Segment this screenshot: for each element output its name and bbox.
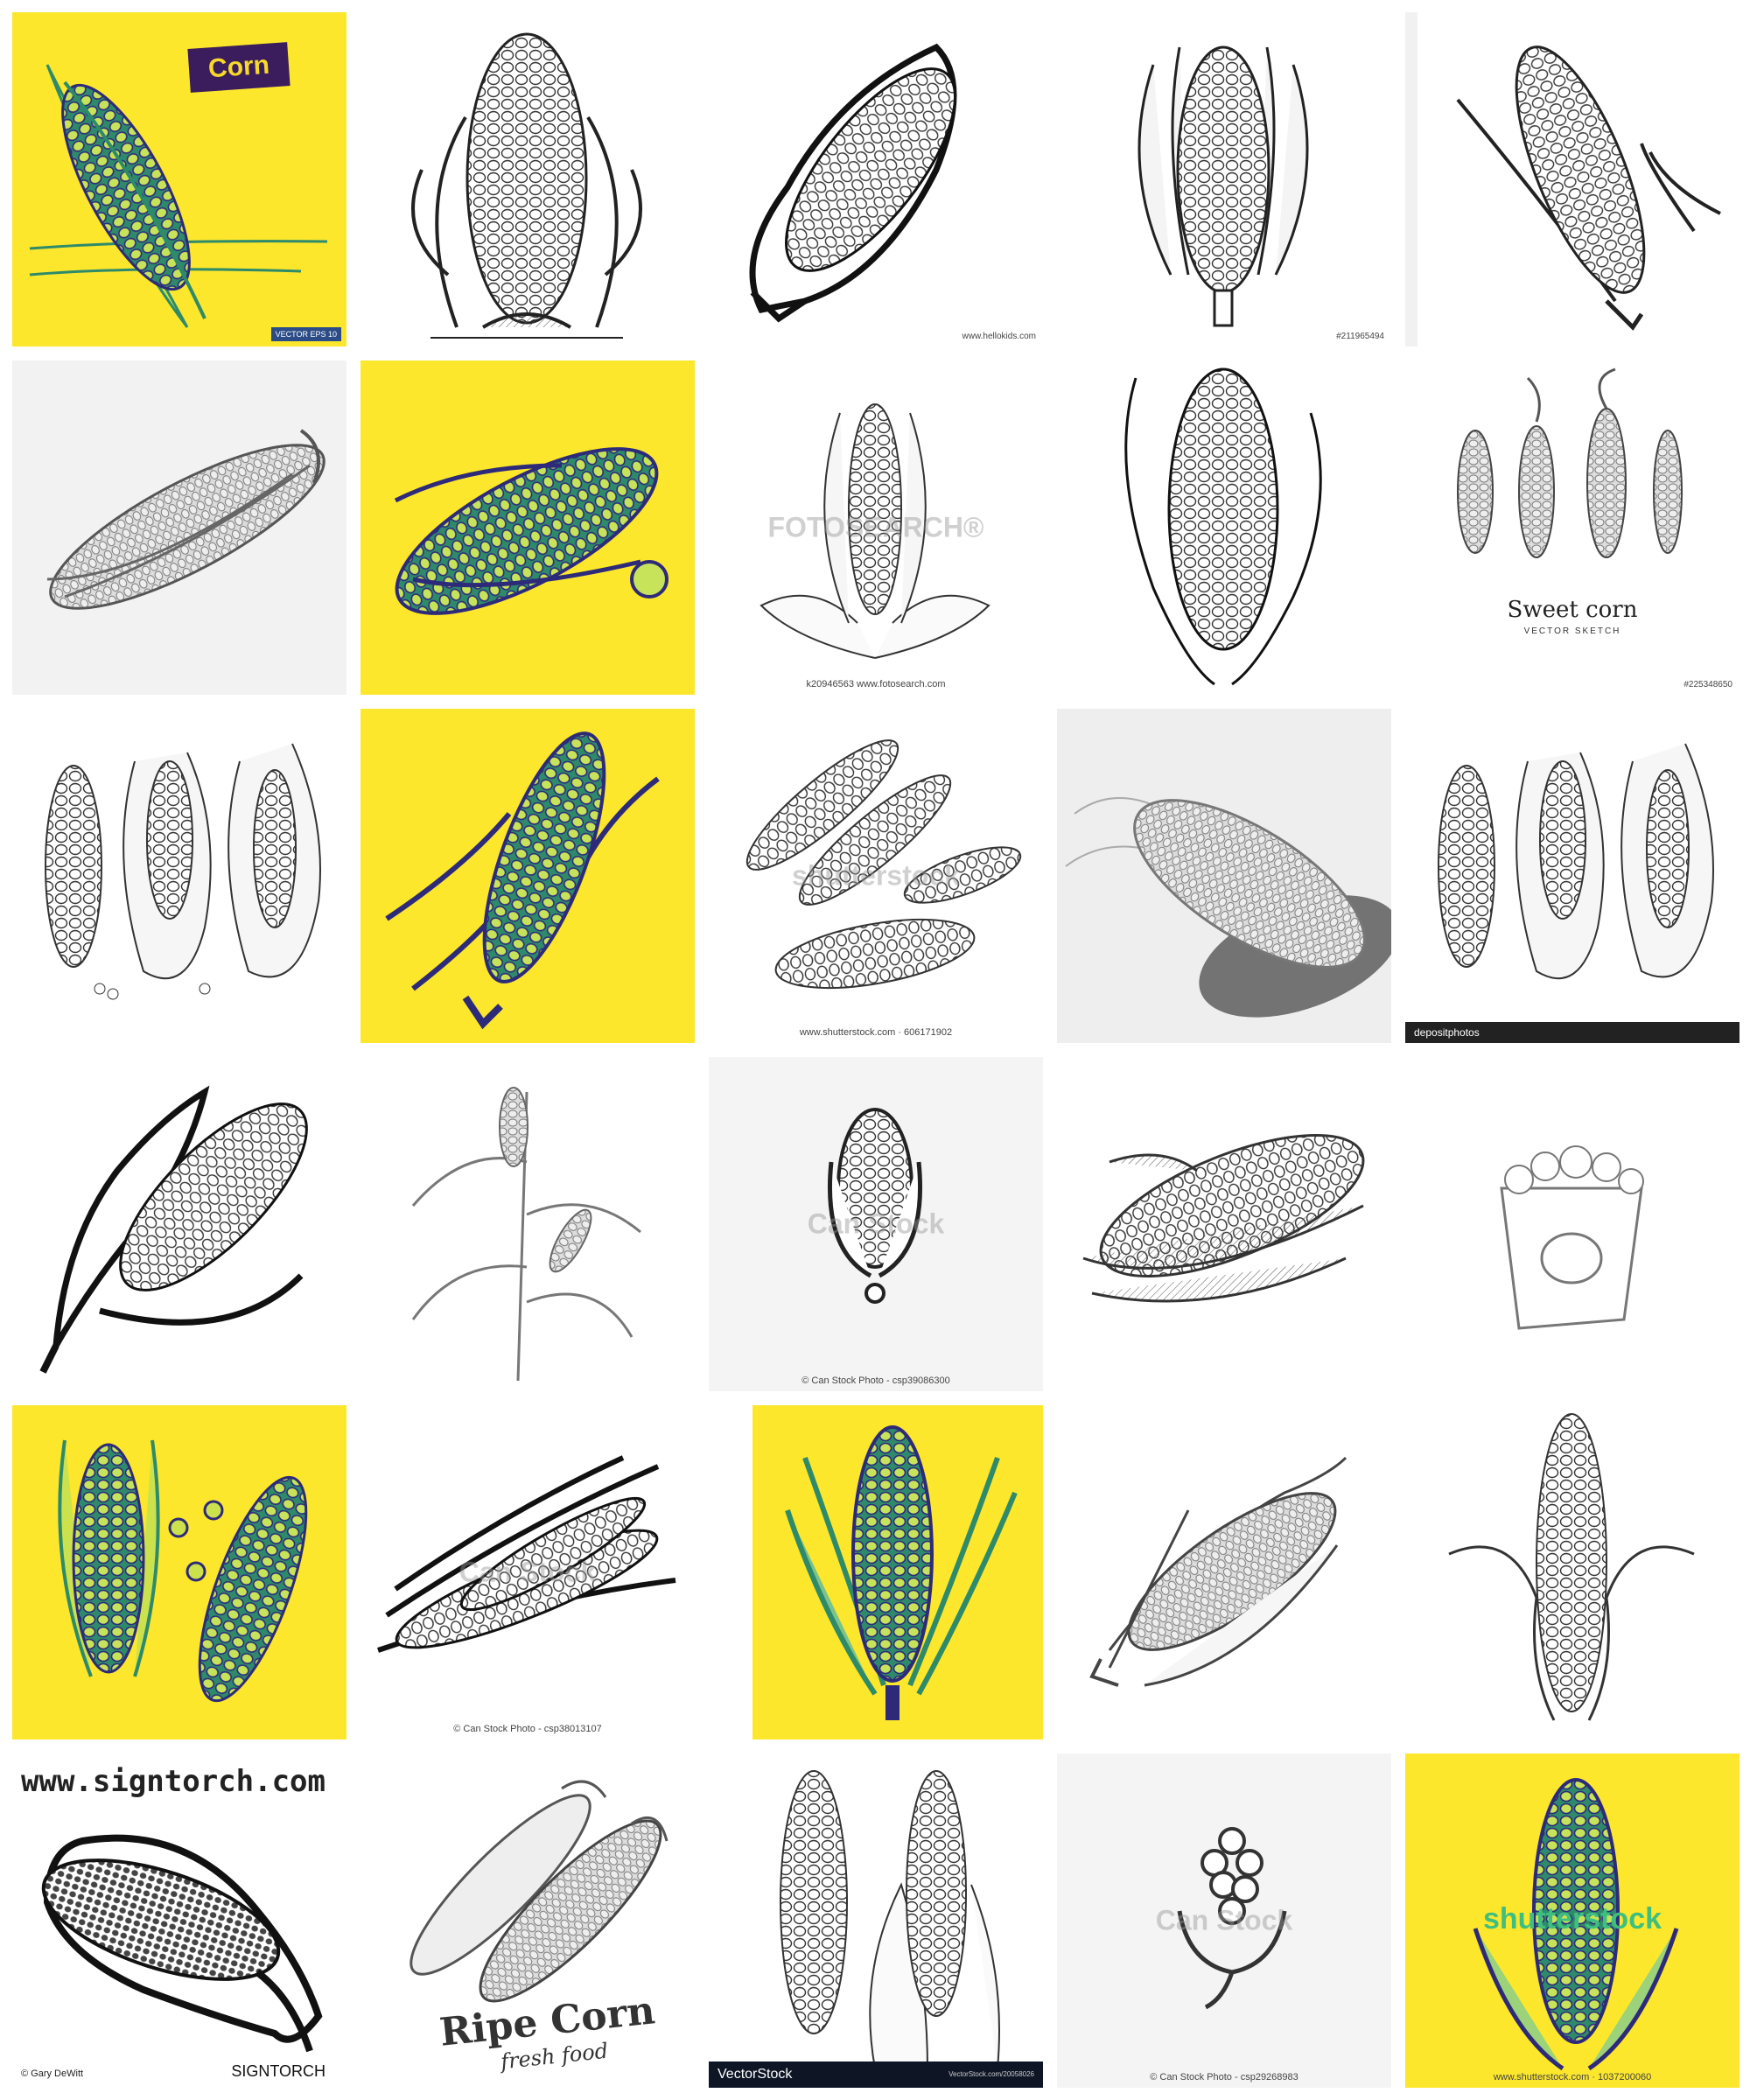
stock-id-caption: #211965494 [1336, 332, 1384, 341]
tile-1: Corn VECTOR EPS 10 [12, 12, 346, 346]
artist-credit: © Gary DeWitt [21, 2068, 84, 2079]
tile-11 [12, 709, 346, 1043]
tile-8: FOTOSEARCH® k20946563 www.fotosearch.com [709, 360, 1043, 695]
watermark-text: shutterstock [1482, 1902, 1662, 1936]
sweet-corn-title: Sweet corn [1507, 597, 1638, 623]
tile-6 [12, 360, 346, 695]
tile-4: #211965494 [1057, 12, 1391, 346]
depositphotos-bar: depositphotos [1405, 1022, 1740, 1043]
watermark-text: Can Stock [1155, 1904, 1293, 1936]
side-strip [1405, 12, 1418, 346]
stock-id-caption: #225348650 [1684, 680, 1732, 690]
signtorch-brand: SIGNTORCH [231, 2062, 326, 2080]
watermark-text: Can Stock [458, 1556, 597, 1588]
tile-13: shutterstock www.shutterstock.com · 6061… [709, 709, 1043, 1043]
tile-26: www.signtorch.com © Gary DeWitt SIGNTORC… [12, 1754, 346, 2088]
corn-label-badge: Corn [187, 42, 290, 93]
tile-5 [1405, 12, 1740, 346]
source-caption: www.shutterstock.com · 1037200060 [1493, 2072, 1652, 2082]
source-caption: © Can Stock Photo - csp38013107 [453, 1724, 602, 1734]
signtorch-url: www.signtorch.com [21, 1764, 326, 1799]
tile-30: shutterstock www.shutterstock.com · 1037… [1405, 1754, 1740, 2088]
tile-25 [1405, 1405, 1740, 1740]
tile-3: www.hellokids.com [709, 12, 1043, 346]
watermark-text: FOTOSEARCH® [767, 511, 984, 543]
tile-12 [360, 709, 695, 1043]
watermark-text: shutterstock [791, 859, 961, 892]
vectorstock-brand: VectorStock [718, 2067, 793, 2082]
tile-21 [12, 1405, 346, 1740]
vector-badge: VECTOR EPS 10 [270, 327, 341, 341]
tile-10: Sweet corn VECTOR SKETCH #225348650 [1405, 360, 1740, 695]
tile-20 [1405, 1057, 1740, 1391]
tile-19 [1057, 1057, 1391, 1391]
vectorstock-bar: VectorStock VectorStock.com/20058026 [709, 2062, 1043, 2088]
source-caption: k20946563 www.fotosearch.com [806, 679, 946, 690]
tile-22: Can Stock © Can Stock Photo - csp3801310… [360, 1405, 695, 1740]
tile-23 [752, 1405, 1043, 1740]
tile-27: Ripe Corn fresh food [360, 1754, 695, 2088]
sweet-corn-subtitle: VECTOR SKETCH [1523, 626, 1621, 636]
tile-7 [360, 360, 695, 695]
source-caption: © Can Stock Photo - csp39086300 [802, 1376, 950, 1386]
tile-14 [1057, 709, 1391, 1043]
source-caption: www.hellokids.com [962, 332, 1036, 341]
tile-28: VectorStock VectorStock.com/20058026 [709, 1754, 1043, 2088]
tile-18: Can Stock © Can Stock Photo - csp3908630… [709, 1057, 1043, 1391]
tile-9 [1057, 360, 1391, 695]
source-caption: © Can Stock Photo - csp29268983 [1150, 2072, 1298, 2082]
vectorstock-id: VectorStock.com/20058026 [948, 2070, 1034, 2078]
tile-2 [360, 12, 695, 346]
tile-24 [1057, 1405, 1391, 1740]
tile-17 [360, 1057, 695, 1391]
tile-16 [12, 1057, 346, 1391]
watermark-text: Can Stock [807, 1208, 945, 1240]
source-caption: www.shutterstock.com · 606171902 [799, 1027, 953, 1038]
tile-15: depositphotos [1405, 709, 1740, 1043]
tile-29: Can Stock © Can Stock Photo - csp2926898… [1057, 1754, 1391, 2088]
